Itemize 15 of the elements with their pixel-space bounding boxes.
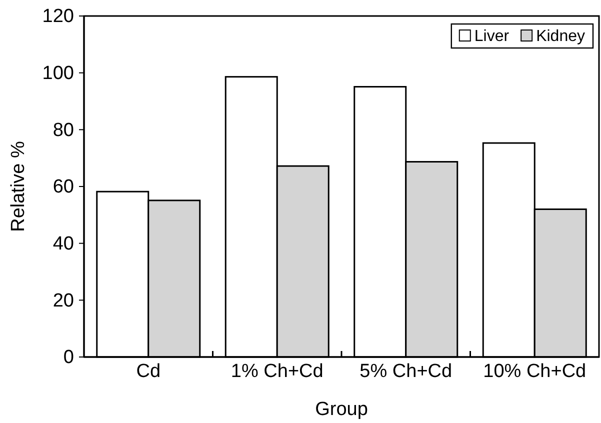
x-axis-title: Group xyxy=(315,399,368,420)
x-tick-label: 1% Ch+Cd xyxy=(230,361,324,382)
x-tick-label: 5% Ch+Cd xyxy=(360,361,452,382)
x-tick-label: Cd xyxy=(136,361,161,382)
legend-label: Liver xyxy=(474,28,510,45)
y-tick-label: 120 xyxy=(42,6,74,28)
y-tick-label: 60 xyxy=(52,176,74,198)
y-tick-label: 0 xyxy=(63,347,74,368)
y-tick-label: 100 xyxy=(42,62,74,84)
y-tick-label: 20 xyxy=(52,290,74,312)
legend-label: Kidney xyxy=(536,28,585,45)
y-axis-title: Relative % xyxy=(8,140,29,232)
y-tick-label: 40 xyxy=(52,233,74,254)
y-tick-label: 80 xyxy=(52,120,74,141)
x-tick-label: 10% Ch+Cd xyxy=(483,361,586,382)
